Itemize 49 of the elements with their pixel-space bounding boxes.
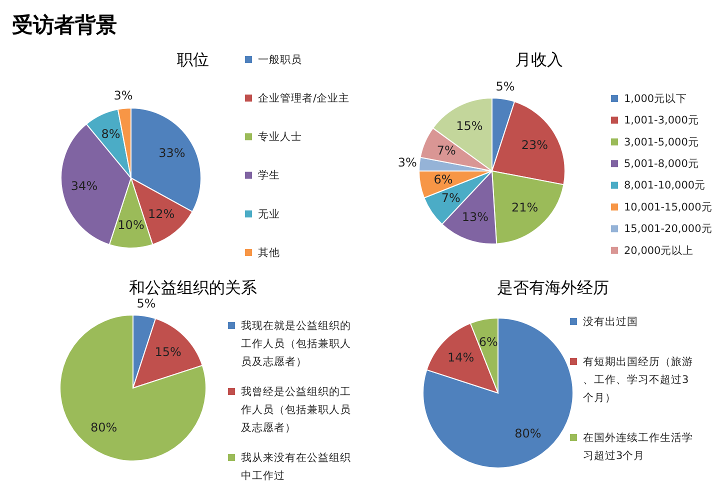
data-label: 12% [148, 206, 175, 221]
legend-label: 其他 [258, 246, 280, 259]
data-label: 13% [462, 210, 489, 224]
data-label: 3% [398, 155, 417, 170]
chart-title: 是否有海外经历 [497, 278, 609, 297]
legend-label: 没有出过国 [583, 314, 638, 328]
legend-label: 10,001-15,000元 [624, 201, 712, 214]
data-label: 15% [154, 345, 182, 360]
legend-label: 有短期出国经历（旅游、工作、学习不超过3个月） [583, 354, 693, 404]
chart-title: 月收入 [515, 50, 563, 69]
data-label: 14% [447, 350, 474, 364]
legend-label: 我现在就是公益组织的工作人员（包括兼职人员及志愿者） [241, 318, 351, 368]
data-label: 7% [441, 191, 460, 206]
data-label: 23% [521, 138, 548, 152]
data-label: 80% [514, 426, 542, 441]
data-label: 5% [136, 296, 156, 310]
text: 受访者背景 [12, 13, 117, 37]
legend-label: 无业 [258, 207, 280, 220]
legend-label: 8,001-10,000元 [624, 180, 706, 192]
data-label: 21% [511, 200, 538, 215]
data-label: 7% [436, 144, 456, 158]
pie-slice [60, 314, 206, 462]
data-label: 15% [456, 119, 483, 134]
pie-slice [132, 318, 203, 388]
legend-label: 我从来没有在公益组织中工作过 [241, 450, 351, 481]
data-label: 10% [118, 218, 144, 232]
legend-label: 我曾经是公益组织的工作人员（包括兼职人员及志愿者） [240, 384, 351, 434]
chart-title: 职位 [177, 50, 209, 69]
data-label: 80% [90, 420, 118, 434]
legend-label: 1,001-3,000元 [624, 114, 699, 127]
data-label: 33% [158, 146, 186, 160]
legend-label: 20,000元以上 [624, 244, 694, 257]
legend-label: 1,000元以下 [624, 92, 688, 105]
data-label: 5% [496, 79, 515, 94]
data-label: 34% [70, 179, 98, 194]
pie-slice [422, 318, 574, 468]
legend-label: 一般职员 [258, 54, 302, 66]
legend-label: 15,001-20,000元 [624, 223, 712, 236]
chart-title: 和公益组织的关系 [129, 278, 257, 297]
legend-label: 3,001-5,000元 [624, 136, 699, 148]
legend-label: 在国外连续工作生活学习超过3个月 [583, 430, 693, 462]
data-label: 3% [114, 88, 133, 103]
data-label: 6% [478, 335, 498, 350]
data-label: 8% [101, 127, 120, 142]
legend-label: 专业人士 [258, 130, 302, 144]
legend-label: 学生 [258, 168, 280, 182]
legend-label: 5,001-8,000元 [624, 158, 699, 170]
legend-label: 企业管理者/企业主 [258, 91, 350, 104]
data-label: 6% [434, 172, 453, 187]
